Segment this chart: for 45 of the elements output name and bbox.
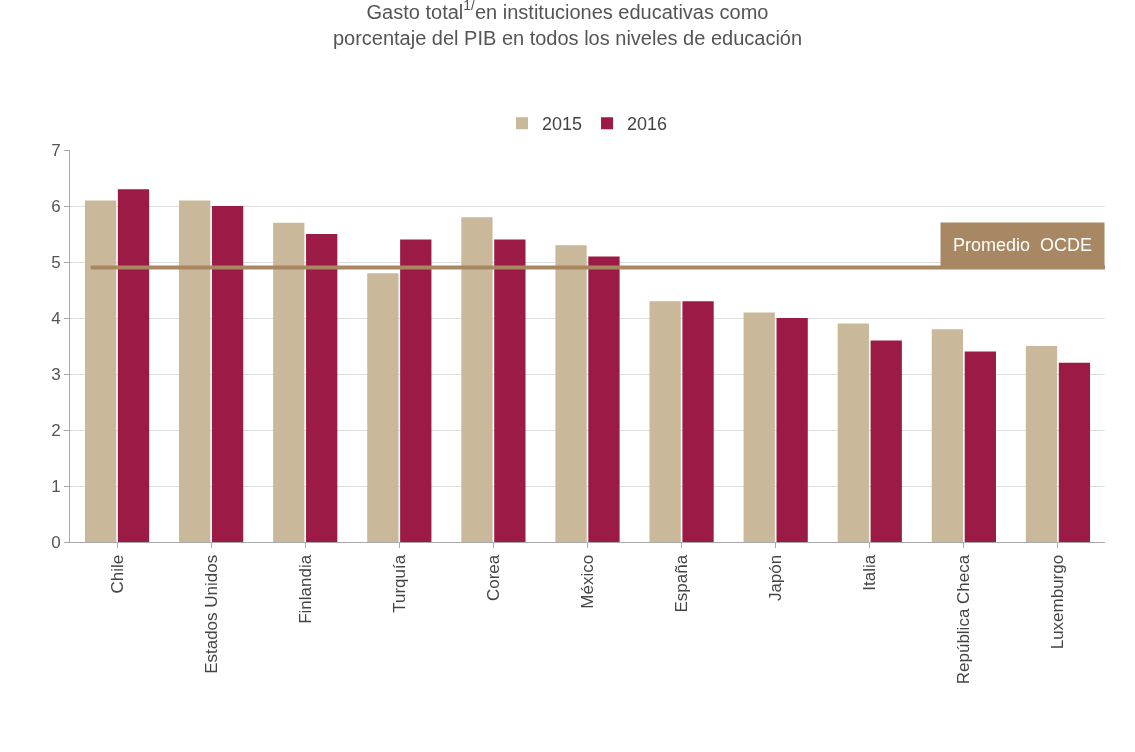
bar [743, 312, 775, 542]
bar [117, 189, 150, 542]
bar [649, 301, 681, 542]
x-tick-label: España [672, 554, 692, 613]
x-tick-label: Finlandia [295, 554, 315, 624]
chart-title: Gasto total$^{1/}$en instituciones educativas como porcentaje del PIB en todos los niveles de educación [332, 0, 803, 49]
ref-line-label: Promedio OCDE [953, 235, 1093, 255]
bar [179, 200, 211, 542]
y-tick-label: 1 [51, 476, 61, 496]
bar [964, 351, 996, 542]
y-tick-label: 5 [51, 252, 61, 272]
x-tick-label: México [578, 554, 598, 609]
x-tick-label: Italia [860, 554, 880, 591]
x-tick-label: Chile [107, 554, 127, 594]
bar [931, 329, 964, 542]
legend-label: 2016 [627, 114, 668, 135]
bar [84, 200, 117, 542]
legend-label: 2015 [542, 114, 583, 135]
y-tick-label: 2 [51, 420, 61, 440]
bar [211, 206, 244, 542]
bar [306, 234, 338, 542]
bar [273, 222, 305, 542]
bar [555, 245, 587, 542]
bar [837, 323, 869, 542]
y-tick-label: 6 [51, 196, 61, 216]
bar [1058, 362, 1091, 542]
bar [367, 273, 399, 542]
bar [682, 301, 714, 542]
x-tick-label: Luxemburgo [1048, 554, 1068, 650]
bar [870, 340, 902, 542]
bar [588, 256, 620, 542]
y-tick-label: 3 [51, 364, 61, 384]
y-tick-label: 7 [51, 140, 61, 160]
y-tick-label: 4 [51, 308, 61, 328]
x-tick-label: Turquía [389, 554, 409, 613]
x-tick-label: Japón [766, 554, 786, 602]
bar [461, 217, 493, 542]
bar [400, 239, 432, 542]
bar [1025, 346, 1058, 542]
x-tick-label: República Checa [954, 554, 974, 685]
bar [494, 239, 526, 542]
y-tick-label: 0 [51, 532, 61, 552]
x-tick-label: Corea [483, 554, 503, 602]
x-tick-label: Estados Unidos [201, 554, 221, 674]
bar [776, 318, 808, 542]
